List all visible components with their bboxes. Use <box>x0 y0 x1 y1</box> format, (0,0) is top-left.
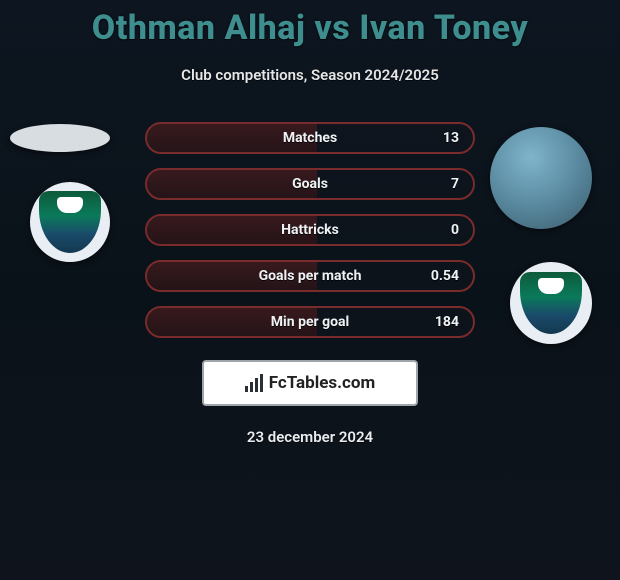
bar-fill <box>147 170 317 198</box>
brand-label: FcTables.com <box>269 373 375 393</box>
left-player-avatar <box>10 124 110 152</box>
stat-value: 184 <box>435 314 459 330</box>
brand-box: FcTables.com <box>202 360 418 406</box>
right-club-badge <box>510 262 592 344</box>
comparison-panel: Matches 13 Goals 7 Hattricks 0 Goals per match… <box>0 122 620 446</box>
stat-value: 0 <box>451 222 459 238</box>
shield-icon <box>520 272 582 334</box>
stat-bars: Matches 13 Goals 7 Hattricks 0 Goals per match… <box>145 122 475 338</box>
stat-bar: Min per goal 184 <box>145 306 475 338</box>
right-player-avatar <box>490 127 592 229</box>
stat-value: 7 <box>451 176 459 192</box>
stat-value: 0.54 <box>431 268 459 284</box>
stat-label: Goals <box>292 176 328 192</box>
bar-chart-icon <box>245 374 263 392</box>
shield-icon <box>39 191 101 253</box>
stat-label: Hattricks <box>281 222 339 238</box>
stat-bar: Matches 13 <box>145 122 475 154</box>
stat-bar: Goals 7 <box>145 168 475 200</box>
stat-label: Matches <box>283 130 337 146</box>
stat-label: Min per goal <box>271 314 349 330</box>
stat-value: 13 <box>443 130 459 146</box>
page-title: Othman Alhaj vs Ivan Toney <box>0 0 620 48</box>
stat-bar: Hattricks 0 <box>145 214 475 246</box>
stat-label: Goals per match <box>259 268 362 284</box>
stat-bar: Goals per match 0.54 <box>145 260 475 292</box>
subtitle: Club competitions, Season 2024/2025 <box>0 66 620 84</box>
left-club-badge <box>30 182 110 262</box>
snapshot-date: 23 december 2024 <box>0 428 620 446</box>
